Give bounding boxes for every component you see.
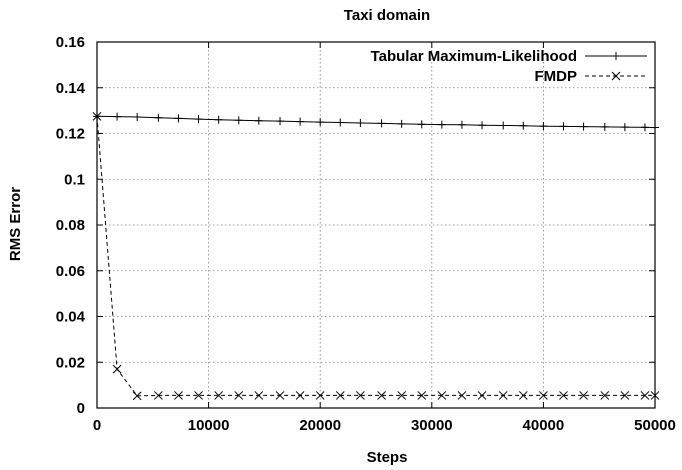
series-line-2 — [96, 116, 655, 397]
plus-marker — [620, 123, 629, 132]
y-tick-label: 0.06 — [56, 263, 85, 280]
series-2 — [92, 111, 660, 401]
plus-marker — [478, 121, 487, 130]
legend: Tabular Maximum-Likelihood FMDP — [371, 48, 647, 85]
x-marker — [295, 391, 305, 400]
plus-marker — [154, 113, 163, 122]
x-tick-label: 20000 — [299, 417, 341, 434]
plus-marker — [640, 123, 649, 132]
x-marker — [377, 391, 386, 400]
x-marker — [650, 391, 660, 400]
x-marker — [154, 391, 163, 400]
plus-marker — [612, 52, 620, 60]
plus-marker — [336, 118, 345, 127]
x-marker — [356, 391, 365, 400]
x-marker — [92, 111, 102, 121]
x-marker — [518, 391, 528, 400]
x-marker — [315, 391, 325, 400]
x-marker — [335, 391, 345, 400]
plus-marker — [437, 120, 446, 129]
x-marker — [477, 391, 487, 400]
y-tick-label: 0.02 — [56, 354, 85, 371]
plus-marker — [499, 121, 508, 130]
x-tick-label: 10000 — [188, 417, 230, 434]
x-tick-label: 30000 — [411, 417, 453, 434]
plus-marker — [276, 117, 285, 126]
plot-frame — [96, 41, 656, 409]
x-tick-label: 40000 — [523, 417, 565, 434]
plus-marker — [234, 116, 243, 125]
plus-marker — [559, 122, 568, 131]
plus-marker — [113, 112, 122, 121]
legend-entry-1: Tabular Maximum-Likelihood — [371, 48, 647, 65]
x-marker — [174, 391, 183, 400]
grid — [97, 42, 655, 408]
x-marker — [620, 391, 630, 400]
y-tick-label: 0.16 — [56, 34, 85, 51]
plus-marker — [539, 122, 548, 131]
x-tick-label: 0 — [93, 417, 101, 434]
x-marker — [579, 391, 588, 400]
plus-marker — [133, 113, 142, 122]
plus-marker — [194, 115, 203, 124]
x-marker — [132, 391, 142, 401]
axes: 0 10000 20000 30000 40000 50000 0 0.02 0.04 0.06 0… — [56, 34, 676, 434]
x-marker — [397, 391, 407, 400]
x-marker — [600, 391, 610, 400]
y-tick-label: 0.04 — [56, 309, 86, 326]
plus-marker — [457, 120, 466, 129]
series-layer — [92, 111, 660, 401]
y-tick-label: 0.1 — [64, 171, 85, 188]
plus-marker — [316, 118, 325, 127]
x-marker — [437, 391, 447, 400]
x-tick-label: 50000 — [634, 417, 676, 434]
plus-marker — [651, 123, 659, 132]
x-marker — [112, 364, 122, 374]
plus-marker — [174, 114, 183, 123]
y-tick-label: 0.08 — [56, 217, 85, 234]
x-marker — [254, 391, 264, 400]
plus-marker — [254, 116, 263, 125]
y-axis-label: RMS Error — [7, 187, 24, 261]
x-marker — [234, 391, 244, 400]
x-marker — [559, 391, 568, 400]
plus-marker — [296, 117, 305, 126]
plus-marker — [600, 122, 609, 131]
plus-marker — [397, 119, 406, 128]
x-marker — [498, 391, 508, 400]
y-tick-label: 0.14 — [56, 80, 86, 97]
legend-label: Tabular Maximum-Likelihood — [371, 48, 577, 65]
plus-marker — [377, 119, 386, 128]
plus-marker — [356, 118, 365, 127]
x-marker — [275, 391, 285, 400]
y-tick-label: 0.12 — [56, 126, 85, 143]
plus-marker — [579, 122, 588, 131]
x-marker — [194, 391, 203, 400]
plus-marker — [519, 121, 528, 130]
x-marker — [640, 391, 650, 400]
legend-label: FMDP — [535, 68, 578, 85]
x-marker — [457, 391, 467, 400]
x-marker — [417, 391, 427, 400]
x-marker — [214, 391, 223, 400]
chart-title: Taxi domain — [344, 7, 430, 24]
plus-marker — [417, 120, 426, 129]
x-marker — [611, 71, 621, 81]
x-axis-label: Steps — [367, 449, 408, 466]
legend-entry-2: FMDP — [535, 68, 647, 85]
y-tick-label: 0 — [77, 400, 85, 417]
series-1 — [93, 112, 659, 132]
x-marker — [539, 391, 548, 400]
plus-marker — [214, 115, 223, 124]
